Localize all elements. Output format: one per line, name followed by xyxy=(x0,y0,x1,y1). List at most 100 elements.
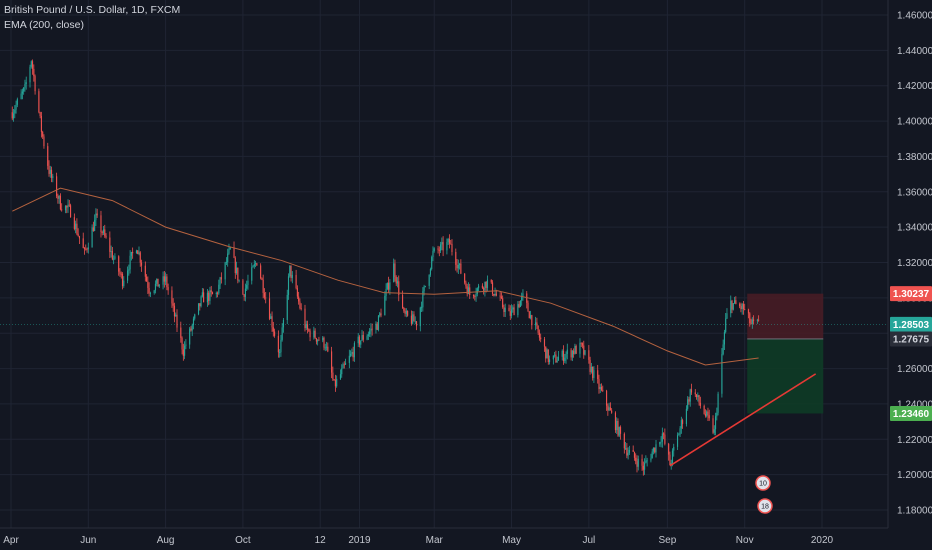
candle-body xyxy=(147,281,149,288)
candle-body xyxy=(361,335,363,341)
candle-body xyxy=(309,330,311,338)
candle-body xyxy=(23,87,25,92)
candle-body xyxy=(69,205,72,218)
candle-body xyxy=(740,306,742,310)
y-tick-label: 1.18000 xyxy=(897,506,932,517)
candle-body xyxy=(481,285,483,288)
candle-body xyxy=(201,292,203,297)
candle-body xyxy=(571,350,573,358)
candle-body xyxy=(58,195,60,199)
candle-body xyxy=(149,293,151,294)
candle-body xyxy=(726,313,728,319)
candle-body xyxy=(485,281,487,288)
candle-body xyxy=(747,309,750,314)
candle-body xyxy=(102,229,105,233)
candle-body xyxy=(741,304,743,310)
symbol-title[interactable]: British Pound / U.S. Dollar, 1D, FXCM xyxy=(4,4,181,16)
candle-body xyxy=(235,267,238,274)
candle-body xyxy=(380,313,382,316)
candle-body xyxy=(609,407,611,411)
candle-body xyxy=(698,395,700,403)
event-marker-icon xyxy=(757,498,773,514)
candle-body xyxy=(110,250,112,252)
candle-body xyxy=(504,307,506,312)
candle-body xyxy=(100,215,102,233)
candle-body xyxy=(556,360,558,363)
candle-body xyxy=(229,247,231,250)
candle-body xyxy=(366,336,368,340)
candle-body xyxy=(450,243,452,245)
candle-body xyxy=(590,366,592,372)
event-markers[interactable]: 10 18 xyxy=(755,475,773,514)
candle-body xyxy=(357,336,359,344)
candle-body xyxy=(617,420,619,436)
candle-body xyxy=(59,195,61,210)
candle-body xyxy=(172,303,174,306)
y-tick-label: 1.34000 xyxy=(897,223,932,234)
candle-body xyxy=(721,354,723,394)
x-tick-label: 2019 xyxy=(348,535,371,546)
candle-body xyxy=(660,441,662,443)
candle-body xyxy=(619,427,622,434)
candle-body xyxy=(31,61,34,69)
ema-line xyxy=(12,187,759,366)
candle-body xyxy=(305,324,307,329)
candle-body xyxy=(538,332,540,338)
candle-body xyxy=(395,276,397,284)
candle-body xyxy=(637,458,639,467)
candle-body xyxy=(447,238,449,243)
candle-body xyxy=(12,113,15,119)
candle-body xyxy=(50,169,53,178)
position-zones[interactable] xyxy=(0,293,888,414)
candle-body xyxy=(420,307,423,309)
candle-body xyxy=(118,256,120,272)
candle-body xyxy=(30,61,32,67)
trendline[interactable] xyxy=(669,373,817,467)
candle-body xyxy=(689,389,691,402)
candle-body xyxy=(422,291,424,308)
y-tick-label: 1.24000 xyxy=(897,399,932,410)
candle-body xyxy=(15,104,17,110)
candle-body xyxy=(182,349,184,356)
candle-body xyxy=(153,290,155,294)
candle-body xyxy=(440,244,442,251)
candle-body xyxy=(308,329,310,331)
candle-body xyxy=(268,298,271,319)
candle-body xyxy=(295,274,297,289)
candle-body xyxy=(113,258,115,260)
candle-body xyxy=(735,300,737,305)
candle-body xyxy=(156,278,158,284)
candle-body xyxy=(351,352,353,354)
candle-body xyxy=(306,324,309,330)
candle-body xyxy=(162,276,164,285)
candle-body xyxy=(432,250,434,258)
indicator-title[interactable]: EMA (200, close) xyxy=(4,19,84,31)
candle-body xyxy=(111,250,113,260)
candle-body xyxy=(589,359,591,372)
candle-body xyxy=(543,339,546,347)
candle-body xyxy=(251,267,253,281)
candle-body xyxy=(379,313,381,316)
candle-body xyxy=(67,204,69,208)
candle-body xyxy=(218,284,220,294)
y-tick-label: 1.32000 xyxy=(897,258,932,269)
candle-body xyxy=(57,196,59,199)
candle-body xyxy=(384,295,386,316)
candle-body xyxy=(509,311,511,316)
candle-body xyxy=(104,229,106,236)
candle-body xyxy=(679,428,681,435)
x-tick-label: Jul xyxy=(582,535,595,546)
candle-body xyxy=(688,399,690,402)
candle-body xyxy=(545,346,547,359)
candle-body xyxy=(451,243,453,252)
candle-body xyxy=(731,300,733,310)
candle-body xyxy=(441,242,443,245)
candle-body xyxy=(593,370,595,378)
y-tick-label: 1.38000 xyxy=(897,152,932,163)
x-tick-label: Nov xyxy=(736,535,754,546)
candle-body xyxy=(33,68,35,77)
candle-body xyxy=(290,265,292,278)
candle-body xyxy=(388,282,390,290)
candle-body xyxy=(704,414,706,416)
